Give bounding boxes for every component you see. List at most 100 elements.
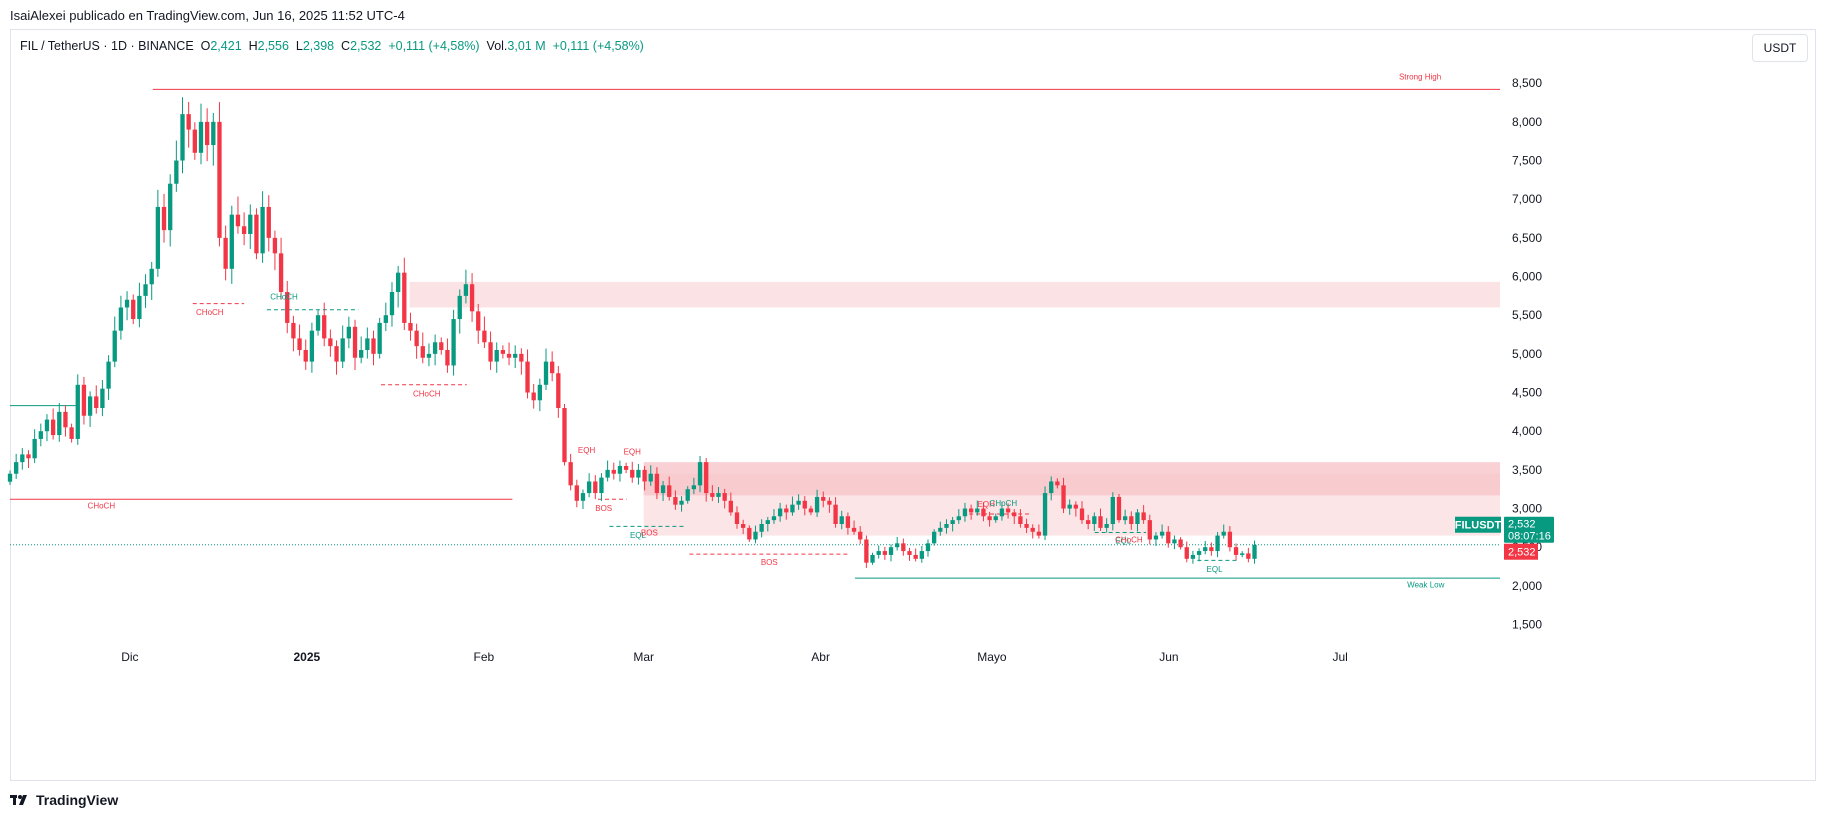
candle-body	[580, 493, 586, 501]
symbol-name[interactable]: FIL / TetherUS · 1D · BINANCE	[20, 39, 194, 53]
candle-body	[1147, 520, 1152, 540]
candle-body	[1110, 496, 1115, 524]
choch-label-1: CHoCH	[196, 308, 224, 317]
candle-body	[402, 272, 407, 323]
candle-body	[753, 531, 758, 540]
candle-body	[975, 508, 980, 513]
candle-body	[833, 504, 838, 524]
candle-body	[278, 253, 284, 292]
candle-body	[931, 531, 937, 544]
candle-body	[137, 295, 142, 320]
candle-body	[260, 206, 265, 254]
price-tag-price: 2,532	[1508, 519, 1536, 531]
candle-body	[1240, 553, 1245, 555]
candle-body	[124, 299, 130, 308]
candle-body	[513, 353, 518, 358]
candle-body	[777, 508, 783, 517]
candle-body	[784, 508, 789, 513]
candle-body	[654, 473, 660, 494]
change-value: +0,111 (+4,58%)	[388, 39, 480, 53]
y-tick-label: 4,000	[1512, 424, 1542, 438]
candle-body	[168, 183, 173, 231]
candle-body	[81, 384, 87, 416]
candle-body	[297, 338, 302, 350]
candle-body	[981, 508, 986, 517]
candle-body	[882, 551, 888, 555]
candle-body	[531, 392, 536, 401]
candle-body	[1221, 531, 1226, 536]
candle-body	[987, 516, 992, 521]
candle-body	[186, 114, 191, 130]
candle-body	[556, 373, 561, 408]
candle-body	[697, 462, 703, 486]
candle-body	[562, 408, 567, 463]
candle-body	[759, 524, 764, 532]
candle-body	[1227, 531, 1233, 548]
high-label: H	[248, 39, 258, 53]
eqh-label-1: EQH	[578, 446, 596, 455]
candle-body	[790, 504, 795, 513]
supply-zone-upper	[409, 281, 1501, 308]
candle-body	[827, 500, 832, 505]
candle-body	[272, 237, 278, 254]
low-label: L	[295, 39, 303, 53]
candle-body	[143, 284, 148, 296]
candle-body	[14, 462, 19, 474]
candle-body	[463, 284, 469, 296]
candle-body	[1209, 547, 1214, 552]
candles-layer	[7, 97, 1257, 568]
open-label: O	[200, 39, 211, 53]
choch-label-5: CHoCH	[1115, 536, 1143, 545]
eqh-label-2: EQH	[624, 447, 642, 456]
candle-body	[161, 206, 167, 231]
weak-low-label: Weak Low	[1407, 580, 1444, 589]
candle-body	[716, 493, 721, 497]
candle-body	[241, 226, 247, 234]
candle-body	[451, 319, 456, 366]
candle-body	[710, 493, 715, 497]
candle-body	[26, 454, 31, 459]
candle-body	[1153, 535, 1159, 540]
candle-body	[876, 551, 881, 555]
footer-brand[interactable]: TradingView	[10, 792, 118, 808]
candle-body	[235, 214, 241, 227]
candle-body	[482, 330, 487, 343]
candle-body	[1135, 512, 1140, 524]
candle-body	[1190, 554, 1196, 559]
y-tick-label: 7,000	[1512, 192, 1542, 206]
choch-label-4: CHoCH	[990, 499, 1018, 508]
candle-body	[1073, 504, 1079, 509]
candle-body	[75, 384, 80, 439]
candle-body	[968, 508, 974, 513]
y-tick-label: 2,000	[1512, 579, 1542, 593]
x-axis: Dic 2025 Feb Mar Abr Mayo Jun Jul	[121, 650, 1348, 664]
candle-body	[32, 438, 37, 459]
bos-label-3: BOS	[761, 558, 778, 567]
candle-body	[734, 512, 740, 524]
candle-body	[408, 322, 413, 331]
candle-body	[149, 268, 154, 285]
candle-body	[371, 338, 376, 354]
candle-body	[679, 500, 684, 505]
x-tick-label: Jul	[1332, 650, 1347, 664]
candle-body	[469, 284, 475, 312]
chart-frame	[10, 29, 1816, 781]
x-tick-label: Mar	[633, 650, 654, 664]
candle-body	[839, 516, 844, 524]
candle-body	[796, 500, 801, 505]
zones-layer	[409, 281, 1501, 536]
candle-body	[291, 322, 296, 339]
candle-body	[685, 489, 690, 501]
candle-body	[432, 342, 438, 354]
y-tick-label: 6,500	[1512, 231, 1542, 245]
candle-body	[993, 516, 998, 521]
candle-body	[395, 272, 401, 292]
candle-body	[667, 485, 672, 497]
close-value: 2,532	[350, 39, 382, 53]
candle-body	[648, 473, 653, 482]
open-value: 2,421	[210, 39, 242, 53]
high-value: 2,556	[257, 39, 289, 53]
currency-button[interactable]: USDT	[1752, 34, 1808, 62]
symbol-tag-text: FILUSDT	[1455, 520, 1502, 532]
